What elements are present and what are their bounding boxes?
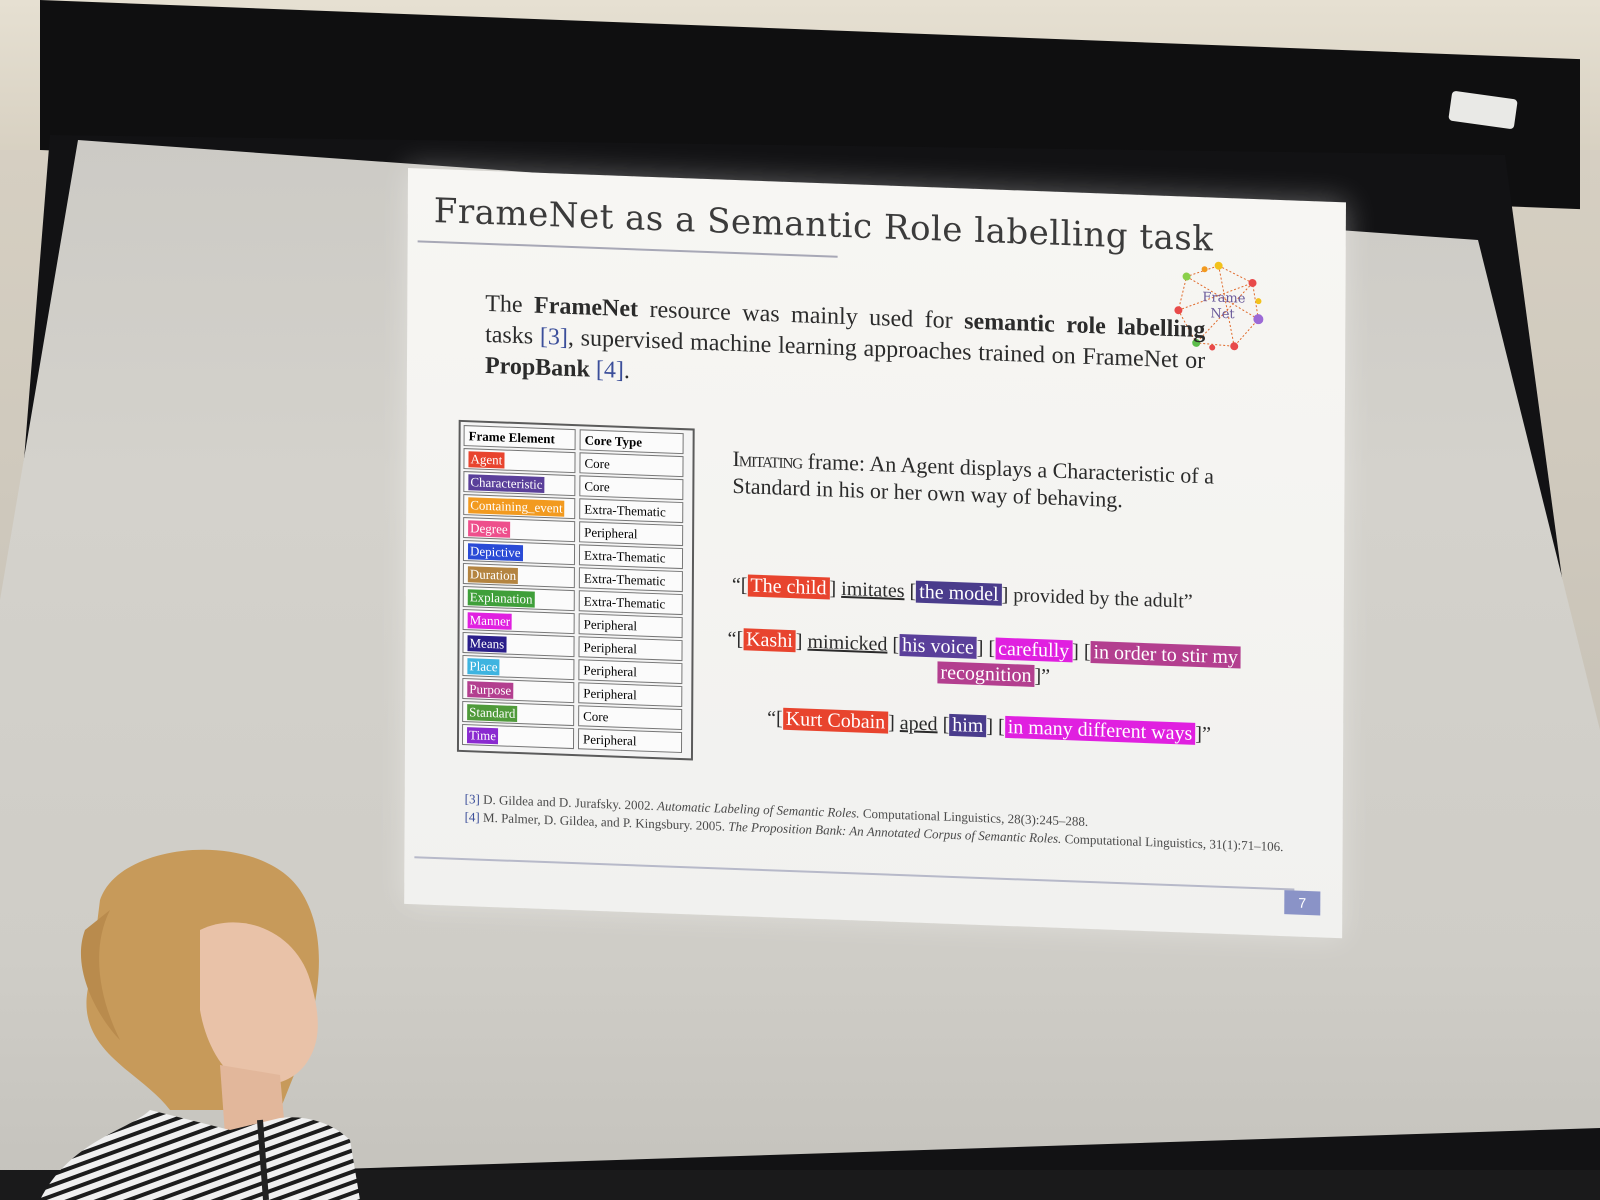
- references: [3] D. Gildea and D. Jurafsky. 2002. Aut…: [465, 790, 1285, 856]
- page-number: 7: [1284, 890, 1321, 916]
- role-manner: in many different ways: [1004, 715, 1196, 745]
- target-verb: imitates: [841, 577, 905, 603]
- frame-element-tag: Agent: [468, 450, 505, 469]
- frame-name: Imitating: [732, 445, 803, 474]
- example-sentence-2: “[Kashi] mimicked [his voice] [carefully…: [727, 626, 1287, 699]
- frame-element-cell: Means: [462, 632, 575, 658]
- role-purpose: in order to stir my: [1090, 641, 1242, 669]
- frame-element-tag: Purpose: [467, 680, 514, 699]
- presentation-slide: FrameNet as a Semantic Role labelling ta…: [404, 168, 1346, 939]
- frame-element-tag: Characteristic: [468, 473, 545, 493]
- frame-element-cell: Containing_event: [463, 494, 576, 520]
- target-verb: mimicked: [807, 630, 888, 656]
- logo-text-frame: Frame: [1202, 290, 1245, 307]
- core-type-cell: Extra-Thematic: [578, 544, 684, 570]
- frame-element-tag: Depictive: [467, 542, 523, 561]
- frame-element-tag: Means: [467, 634, 507, 653]
- frame-element-cell: Purpose: [462, 677, 575, 704]
- frame-element-tag: Standard: [467, 703, 518, 722]
- frame-element-cell: Depictive: [462, 540, 576, 566]
- frame-element-tag: Containing_event: [468, 496, 565, 517]
- role-agent: Kurt Cobain: [782, 707, 889, 734]
- frame-definition: Imitating frame: An Agent displays a Cha…: [732, 445, 1214, 513]
- role-standard: him: [949, 713, 987, 738]
- core-type-cell: Core: [578, 705, 683, 731]
- header-frame-element: Frame Element: [463, 425, 576, 451]
- frame-element-cell: Place: [462, 655, 575, 681]
- role-agent: Kashi: [743, 628, 796, 653]
- core-type-cell: Peripheral: [579, 521, 684, 547]
- frame-element-cell: Time: [461, 723, 575, 750]
- footer-rule: [414, 856, 1295, 891]
- example-sentence-3: “[Kurt Cobain] aped [him] [in many diffe…: [767, 707, 1211, 746]
- target-verb: aped: [899, 712, 938, 736]
- core-type-cell: Peripheral: [578, 682, 683, 708]
- citation-3: [3]: [539, 323, 568, 351]
- frame-element-tag: Degree: [468, 519, 510, 538]
- core-type-cell: Extra-Thematic: [578, 567, 683, 593]
- frame-element-cell: Standard: [462, 700, 575, 727]
- frame-element-cell: Agent: [463, 448, 576, 474]
- core-type-cell: Extra-Thematic: [579, 498, 684, 524]
- core-type-cell: Extra-Thematic: [578, 590, 683, 616]
- frame-element-tag: Explanation: [467, 588, 535, 608]
- role-agent: The child: [747, 574, 830, 600]
- frame-element-table: Frame Element Core Type Agent Core Charact…: [456, 419, 695, 761]
- frame-element-tag: Time: [467, 726, 499, 744]
- frame-element-cell: Duration: [462, 563, 575, 589]
- example-sentence-1: “[The child] imitates [the model] provid…: [731, 573, 1193, 613]
- citation-4: [4]: [595, 356, 624, 384]
- frame-element-cell: Explanation: [462, 586, 575, 612]
- role-purpose-continued: recognition: [937, 661, 1035, 687]
- core-type-cell: Peripheral: [578, 659, 683, 685]
- core-type-cell: Peripheral: [578, 636, 683, 662]
- header-core-type: Core Type: [579, 429, 684, 455]
- slide-title: FrameNet as a Semantic Role labelling ta…: [433, 190, 1214, 260]
- intro-paragraph: The FrameNet resource was mainly used fo…: [484, 290, 1206, 385]
- role-standard: the model: [916, 580, 1002, 606]
- role-characteristic: his voice: [899, 634, 977, 659]
- framenet-logo: Frame Net: [1174, 261, 1264, 351]
- logo-text-net: Net: [1210, 306, 1235, 322]
- core-type-cell: Peripheral: [578, 613, 683, 639]
- frame-element-cell: Manner: [462, 609, 575, 635]
- frame-element-cell: Characteristic: [463, 471, 576, 497]
- frame-element-tag: Duration: [467, 565, 519, 584]
- frame-element-tag: Place: [467, 657, 500, 675]
- core-type-cell: Peripheral: [577, 728, 683, 754]
- frame-element-tag: Manner: [467, 611, 513, 630]
- core-type-cell: Core: [579, 452, 684, 478]
- role-manner: carefully: [995, 637, 1073, 663]
- frame-element-cell: Degree: [463, 517, 576, 543]
- core-type-cell: Core: [579, 475, 684, 501]
- presenter-photo: [40, 849, 360, 1200]
